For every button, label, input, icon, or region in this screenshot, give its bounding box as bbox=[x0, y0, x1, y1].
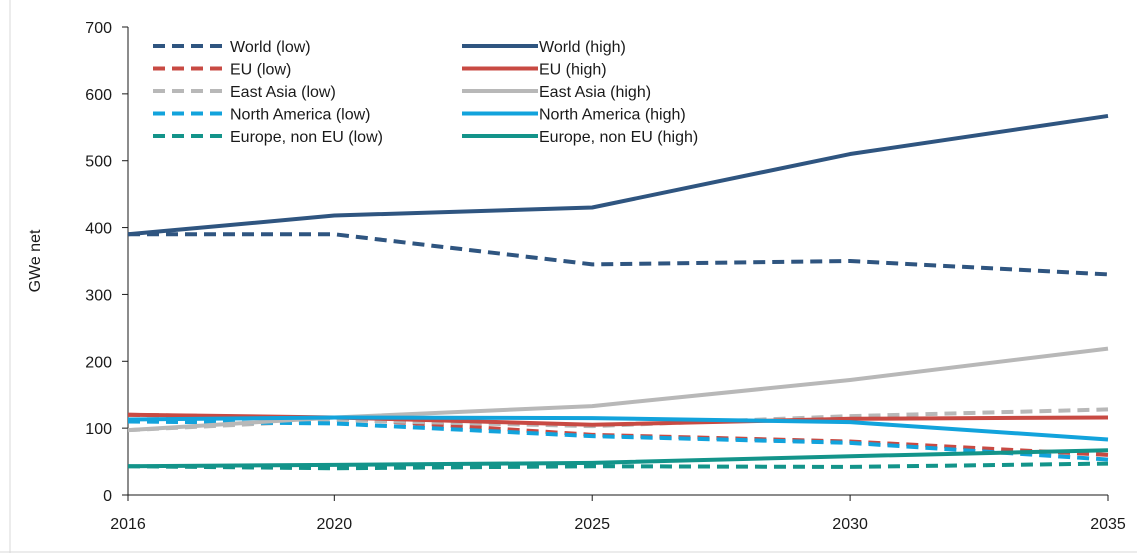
y-axis-ticks: 0 100 200 300 400 500 600 700 bbox=[85, 20, 128, 505]
legend-label-world-low: World (low) bbox=[230, 39, 311, 56]
y-tick-label: 400 bbox=[85, 221, 112, 238]
y-tick-label: 200 bbox=[85, 354, 112, 371]
legend-label-east-asia-low: East Asia (low) bbox=[230, 84, 336, 101]
y-tick-label: 300 bbox=[85, 287, 112, 304]
x-tick-label: 2016 bbox=[110, 516, 146, 533]
x-tick-label: 2030 bbox=[832, 516, 868, 533]
y-tick-label: 700 bbox=[85, 20, 112, 37]
legend-label-europe-non-eu-high: Europe, non EU (high) bbox=[539, 129, 698, 146]
series-line-east-asia-high bbox=[127, 346, 1109, 433]
series-line-north-america-high bbox=[127, 415, 1109, 442]
series-line-world-high bbox=[127, 113, 1109, 237]
legend: World (low) World (high) EU (low) EU (high)… bbox=[153, 39, 698, 146]
y-tick-label: 0 bbox=[103, 488, 112, 505]
y-axis-label: GWe net bbox=[27, 229, 44, 292]
series-line-world-low bbox=[128, 232, 1109, 277]
legend-label-eu-high: EU (high) bbox=[539, 62, 607, 79]
legend-label-europe-non-eu-low: Europe, non EU (low) bbox=[230, 129, 383, 146]
x-tick-label: 2025 bbox=[574, 516, 610, 533]
x-tick-label: 2035 bbox=[1090, 516, 1126, 533]
y-tick-label: 100 bbox=[85, 421, 112, 438]
series-line-europe-non-eu-high bbox=[127, 448, 1109, 469]
legend-label-eu-low: EU (low) bbox=[230, 62, 291, 79]
legend-label-east-asia-high: East Asia (high) bbox=[539, 84, 651, 101]
legend-label-world-high: World (high) bbox=[539, 39, 626, 56]
legend-label-north-america-low: North America (low) bbox=[230, 107, 370, 124]
x-axis-ticks: 2016 2020 2025 2030 2035 bbox=[110, 495, 1126, 533]
y-tick-label: 600 bbox=[85, 87, 112, 104]
series-line-europe-non-eu-low bbox=[127, 461, 1109, 471]
series-layer bbox=[127, 113, 1109, 471]
legend-label-north-america-high: North America (high) bbox=[539, 107, 686, 124]
y-tick-label: 500 bbox=[85, 154, 112, 171]
x-tick-label: 2020 bbox=[317, 516, 353, 533]
